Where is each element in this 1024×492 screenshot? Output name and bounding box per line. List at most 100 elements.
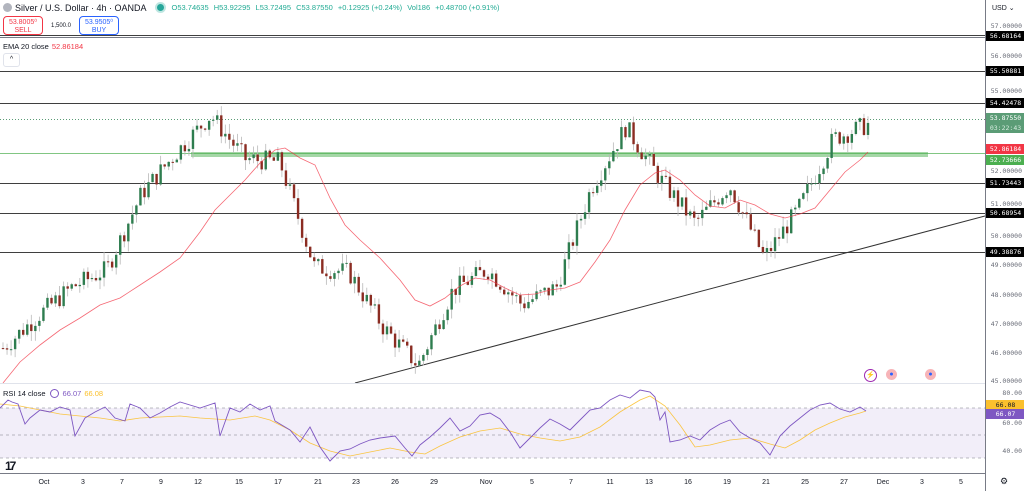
chevron-down-icon: ⌄ bbox=[1008, 5, 1015, 12]
price-axis[interactable]: USD ⌄ 57.00000 56.00000 55.00000 52.0000… bbox=[985, 0, 1024, 491]
price-tick: 55.00000 bbox=[990, 87, 1022, 95]
time-tick: 12 bbox=[194, 479, 202, 486]
us-flag-icon[interactable]: ● bbox=[886, 369, 897, 380]
buy-button[interactable]: 53.9505⁰ BUY bbox=[79, 16, 120, 35]
ema-legend-label: EMA 20 close bbox=[3, 42, 49, 51]
time-tick: 29 bbox=[430, 479, 438, 486]
rsi-tick: 80.00 bbox=[1002, 389, 1022, 397]
ema-20-line bbox=[2, 147, 869, 384]
change-value: +0.12925 (+0.24%) bbox=[337, 3, 403, 12]
price-tick: 47.00000 bbox=[990, 320, 1022, 328]
current-price-label: 53.87550 03:22:43 bbox=[986, 113, 1024, 133]
price-tick: 45.00000 bbox=[990, 377, 1022, 385]
buy-label: BUY bbox=[91, 27, 107, 34]
ema-legend-value: 52.86184 bbox=[51, 42, 84, 51]
buy-price: 53.9505⁰ bbox=[84, 19, 114, 26]
low-value: L53.72495 bbox=[255, 3, 291, 12]
time-axis[interactable]: Oct 3 7 9 12 15 17 21 23 26 29 Nov 5 7 1… bbox=[0, 473, 985, 492]
rsi-ma-label: 66.08 bbox=[986, 400, 1024, 410]
time-tick: 15 bbox=[235, 479, 243, 486]
level-label: 51.73443 bbox=[986, 178, 1024, 188]
sell-price: 53.8005⁰ bbox=[8, 19, 38, 26]
rsi-line bbox=[0, 389, 867, 462]
time-tick: 17 bbox=[274, 479, 282, 486]
time-tick: 9 bbox=[159, 479, 163, 486]
support-zone[interactable] bbox=[191, 152, 928, 157]
ema-price-label: 52.86184 bbox=[986, 144, 1024, 154]
time-tick: 7 bbox=[569, 479, 573, 486]
chevron-up-icon: ^ bbox=[9, 56, 14, 63]
level-label: 50.68954 bbox=[986, 208, 1024, 218]
level-label: 56.68164 bbox=[986, 31, 1024, 41]
candlesticks bbox=[1, 106, 870, 374]
price-tick: 52.00000 bbox=[990, 167, 1022, 175]
zone-price-label: 52.73666 bbox=[986, 155, 1024, 165]
symbol-title[interactable]: Silver / U.S. Dollar · 4h · OANDA bbox=[15, 2, 147, 13]
time-tick: 13 bbox=[645, 479, 653, 486]
volume-change-value: +0.48700 (+0.91%) bbox=[435, 3, 500, 12]
time-tick: 3 bbox=[920, 479, 924, 486]
us-flag-icon[interactable]: ● bbox=[925, 369, 936, 380]
rsi-tick: 60.00 bbox=[1002, 419, 1022, 427]
ascending-trendline[interactable] bbox=[354, 215, 985, 384]
rsi-ma-value: 66.08 bbox=[84, 389, 104, 398]
level-label: 54.42478 bbox=[986, 98, 1024, 108]
time-tick: Nov bbox=[479, 479, 493, 486]
lightning-event-icon[interactable]: ⚡ bbox=[864, 369, 877, 382]
rsi-tick: 40.00 bbox=[1002, 447, 1022, 455]
sell-button[interactable]: 53.8005⁰ SELL bbox=[3, 16, 43, 35]
rsi-value: 66.07 bbox=[62, 389, 82, 398]
ema-legend[interactable]: EMA 20 close 52.86184 bbox=[3, 42, 83, 51]
price-tick: 46.00000 bbox=[990, 349, 1022, 357]
time-tick: Dec bbox=[876, 479, 890, 486]
price-chart-canvas[interactable] bbox=[0, 0, 985, 491]
time-tick: 5 bbox=[530, 479, 534, 486]
trade-buttons: 53.8005⁰ SELL 1,500.0 53.9505⁰ BUY bbox=[3, 16, 120, 35]
time-tick: 23 bbox=[352, 479, 360, 486]
spread-value: 1,500.0 bbox=[51, 22, 72, 29]
settings-gear-icon[interactable]: ⚙ bbox=[1000, 476, 1009, 486]
volume-value: Vol186 bbox=[407, 3, 431, 12]
time-tick: 11 bbox=[606, 479, 614, 486]
time-tick: 5 bbox=[959, 479, 963, 486]
sell-label: SELL bbox=[14, 27, 32, 34]
rsi-legend[interactable]: RSI 14 close 66.07 66.08 bbox=[3, 389, 103, 398]
rsi-value-label: 66.07 bbox=[986, 409, 1024, 419]
rsi-legend-label: RSI 14 close bbox=[3, 389, 46, 398]
level-label: 49.38876 bbox=[986, 247, 1024, 257]
time-tick: 21 bbox=[762, 479, 770, 486]
rsi-indicator-icon bbox=[49, 389, 59, 398]
ohlc-values: O53.74635 H53.92295 L53.72495 C53.87550 … bbox=[172, 3, 503, 12]
time-tick: 16 bbox=[684, 479, 692, 486]
open-value: O53.74635 bbox=[171, 3, 209, 12]
collapse-legend-button[interactable]: ^ bbox=[3, 53, 20, 67]
price-tick: 56.00000 bbox=[990, 52, 1022, 60]
currency-selector[interactable]: USD ⌄ bbox=[992, 5, 1015, 12]
time-tick: 3 bbox=[81, 479, 85, 486]
horizontal-levels bbox=[0, 35, 985, 253]
time-tick: 19 bbox=[723, 479, 731, 486]
time-tick: 26 bbox=[391, 479, 399, 486]
rsi-ma-line bbox=[0, 395, 867, 457]
candle-countdown: 03:22:43 bbox=[989, 124, 1022, 132]
time-tick: 7 bbox=[120, 479, 124, 486]
time-tick: 21 bbox=[314, 479, 322, 486]
high-value: H53.92295 bbox=[213, 3, 251, 12]
price-tick: 57.00000 bbox=[990, 22, 1022, 30]
symbol-logo-icon bbox=[3, 3, 12, 12]
time-tick: Oct bbox=[38, 479, 50, 486]
chart-header: Silver / U.S. Dollar · 4h · OANDA O53.74… bbox=[0, 0, 985, 36]
tradingview-logo-icon[interactable]: 17 bbox=[5, 459, 16, 473]
header-divider bbox=[0, 37, 985, 38]
price-tick: 48.00000 bbox=[990, 291, 1022, 299]
close-value: C53.87550 bbox=[296, 3, 333, 12]
time-tick: 27 bbox=[840, 479, 848, 486]
time-tick: 25 bbox=[801, 479, 809, 486]
rsi-background bbox=[0, 408, 985, 458]
symbol-info-row: Silver / U.S. Dollar · 4h · OANDA O53.74… bbox=[3, 2, 502, 13]
level-label: 55.50881 bbox=[986, 66, 1024, 76]
price-tick: 51.00000 bbox=[990, 200, 1022, 208]
price-tick: 49.00000 bbox=[990, 261, 1022, 269]
market-open-status-icon bbox=[154, 2, 166, 13]
price-tick: 50.00000 bbox=[990, 232, 1022, 240]
